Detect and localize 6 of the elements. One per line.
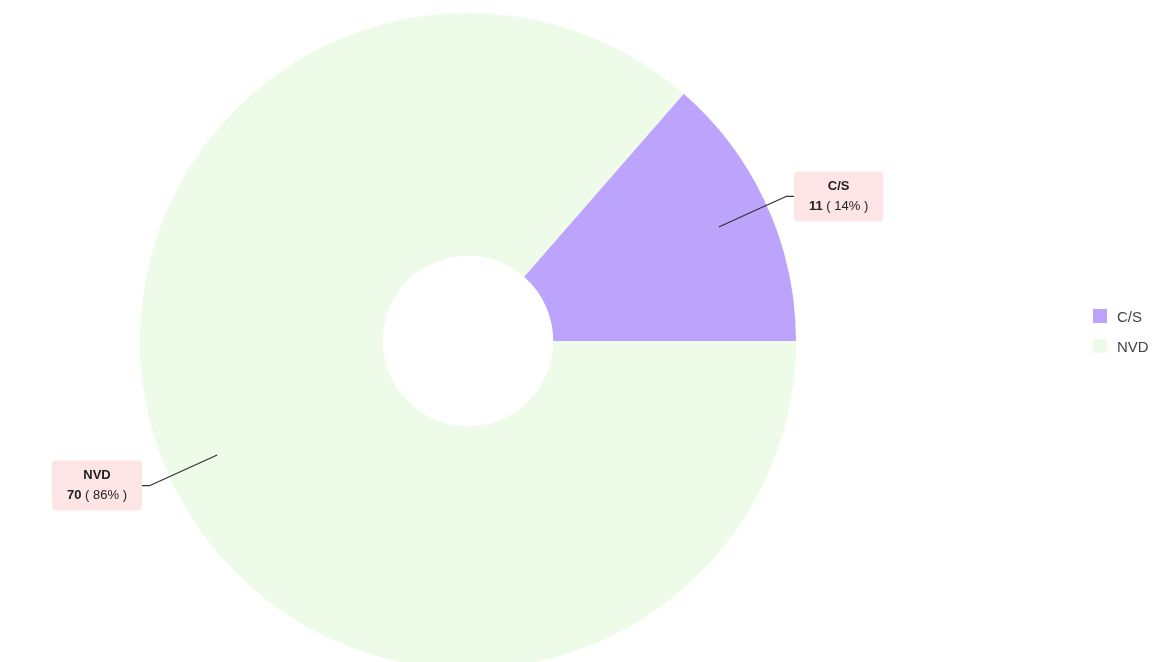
legend-label: NVD bbox=[1117, 337, 1149, 355]
legend-label: C/S bbox=[1117, 307, 1143, 325]
slice-label: C/S bbox=[827, 178, 850, 194]
data-label: 11 ( 14% ) bbox=[809, 198, 869, 214]
data-label: 70 ( 86% ) bbox=[67, 487, 127, 503]
slice-label: NVD bbox=[83, 467, 111, 483]
